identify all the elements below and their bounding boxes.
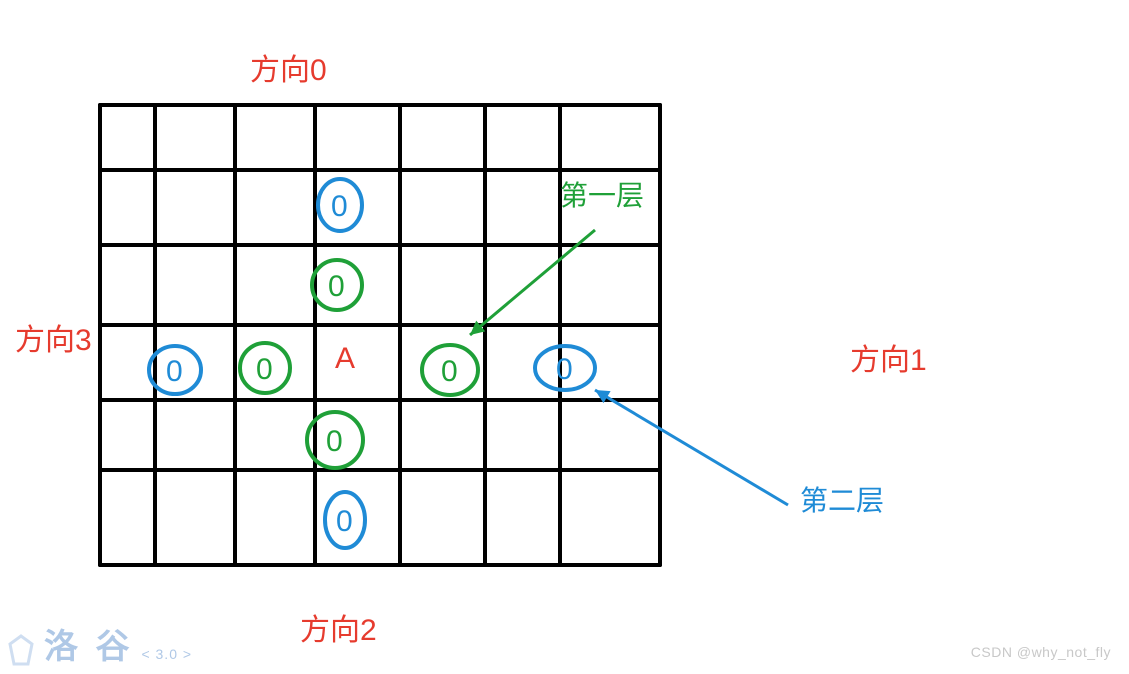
layer2-cell-value: 0 bbox=[556, 353, 573, 386]
layer2-cell-value: 0 bbox=[166, 355, 183, 388]
layer1-label: 第一层 bbox=[560, 180, 644, 211]
direction-label-dir3: 方向3 bbox=[15, 324, 92, 357]
watermark-left-text: 洛 谷 bbox=[44, 619, 133, 668]
layer1-cell-value: 0 bbox=[441, 355, 458, 388]
layer2-cell-value: 0 bbox=[331, 190, 348, 223]
layer1-cell-value: 0 bbox=[328, 270, 345, 303]
center-cell-label: A bbox=[335, 342, 355, 375]
direction-label-dir1: 方向1 bbox=[850, 344, 927, 377]
watermark-left: 洛 谷 < 3.0 > bbox=[6, 619, 192, 668]
watermark-right: CSDN @why_not_fly bbox=[971, 644, 1111, 660]
layer2-label: 第二层 bbox=[800, 485, 884, 516]
layer2-arrow-line bbox=[595, 390, 788, 505]
watermark-left-icon bbox=[6, 634, 36, 668]
layer1-cell-value: 0 bbox=[256, 353, 273, 386]
watermark-right-text: CSDN @why_not_fly bbox=[971, 644, 1111, 660]
layer2-cell-value: 0 bbox=[336, 505, 353, 538]
direction-label-dir0: 方向0 bbox=[250, 54, 327, 87]
direction-label-dir2: 方向2 bbox=[300, 614, 377, 647]
layer1-cell-value: 0 bbox=[326, 425, 343, 458]
grid bbox=[100, 105, 660, 565]
diagram-canvas: 0 0 0 0 第一层 0 0 0 0 第二层 A 方向0 方向1 方向2 方向3 bbox=[0, 0, 1129, 674]
watermark-left-version: < 3.0 > bbox=[141, 646, 192, 662]
